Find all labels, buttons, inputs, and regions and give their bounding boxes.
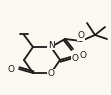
Text: O: O	[79, 51, 86, 61]
Text: O: O	[48, 70, 55, 78]
Text: N: N	[48, 40, 54, 49]
Text: O: O	[77, 32, 84, 40]
Text: O: O	[7, 65, 14, 74]
Text: O: O	[71, 54, 78, 63]
